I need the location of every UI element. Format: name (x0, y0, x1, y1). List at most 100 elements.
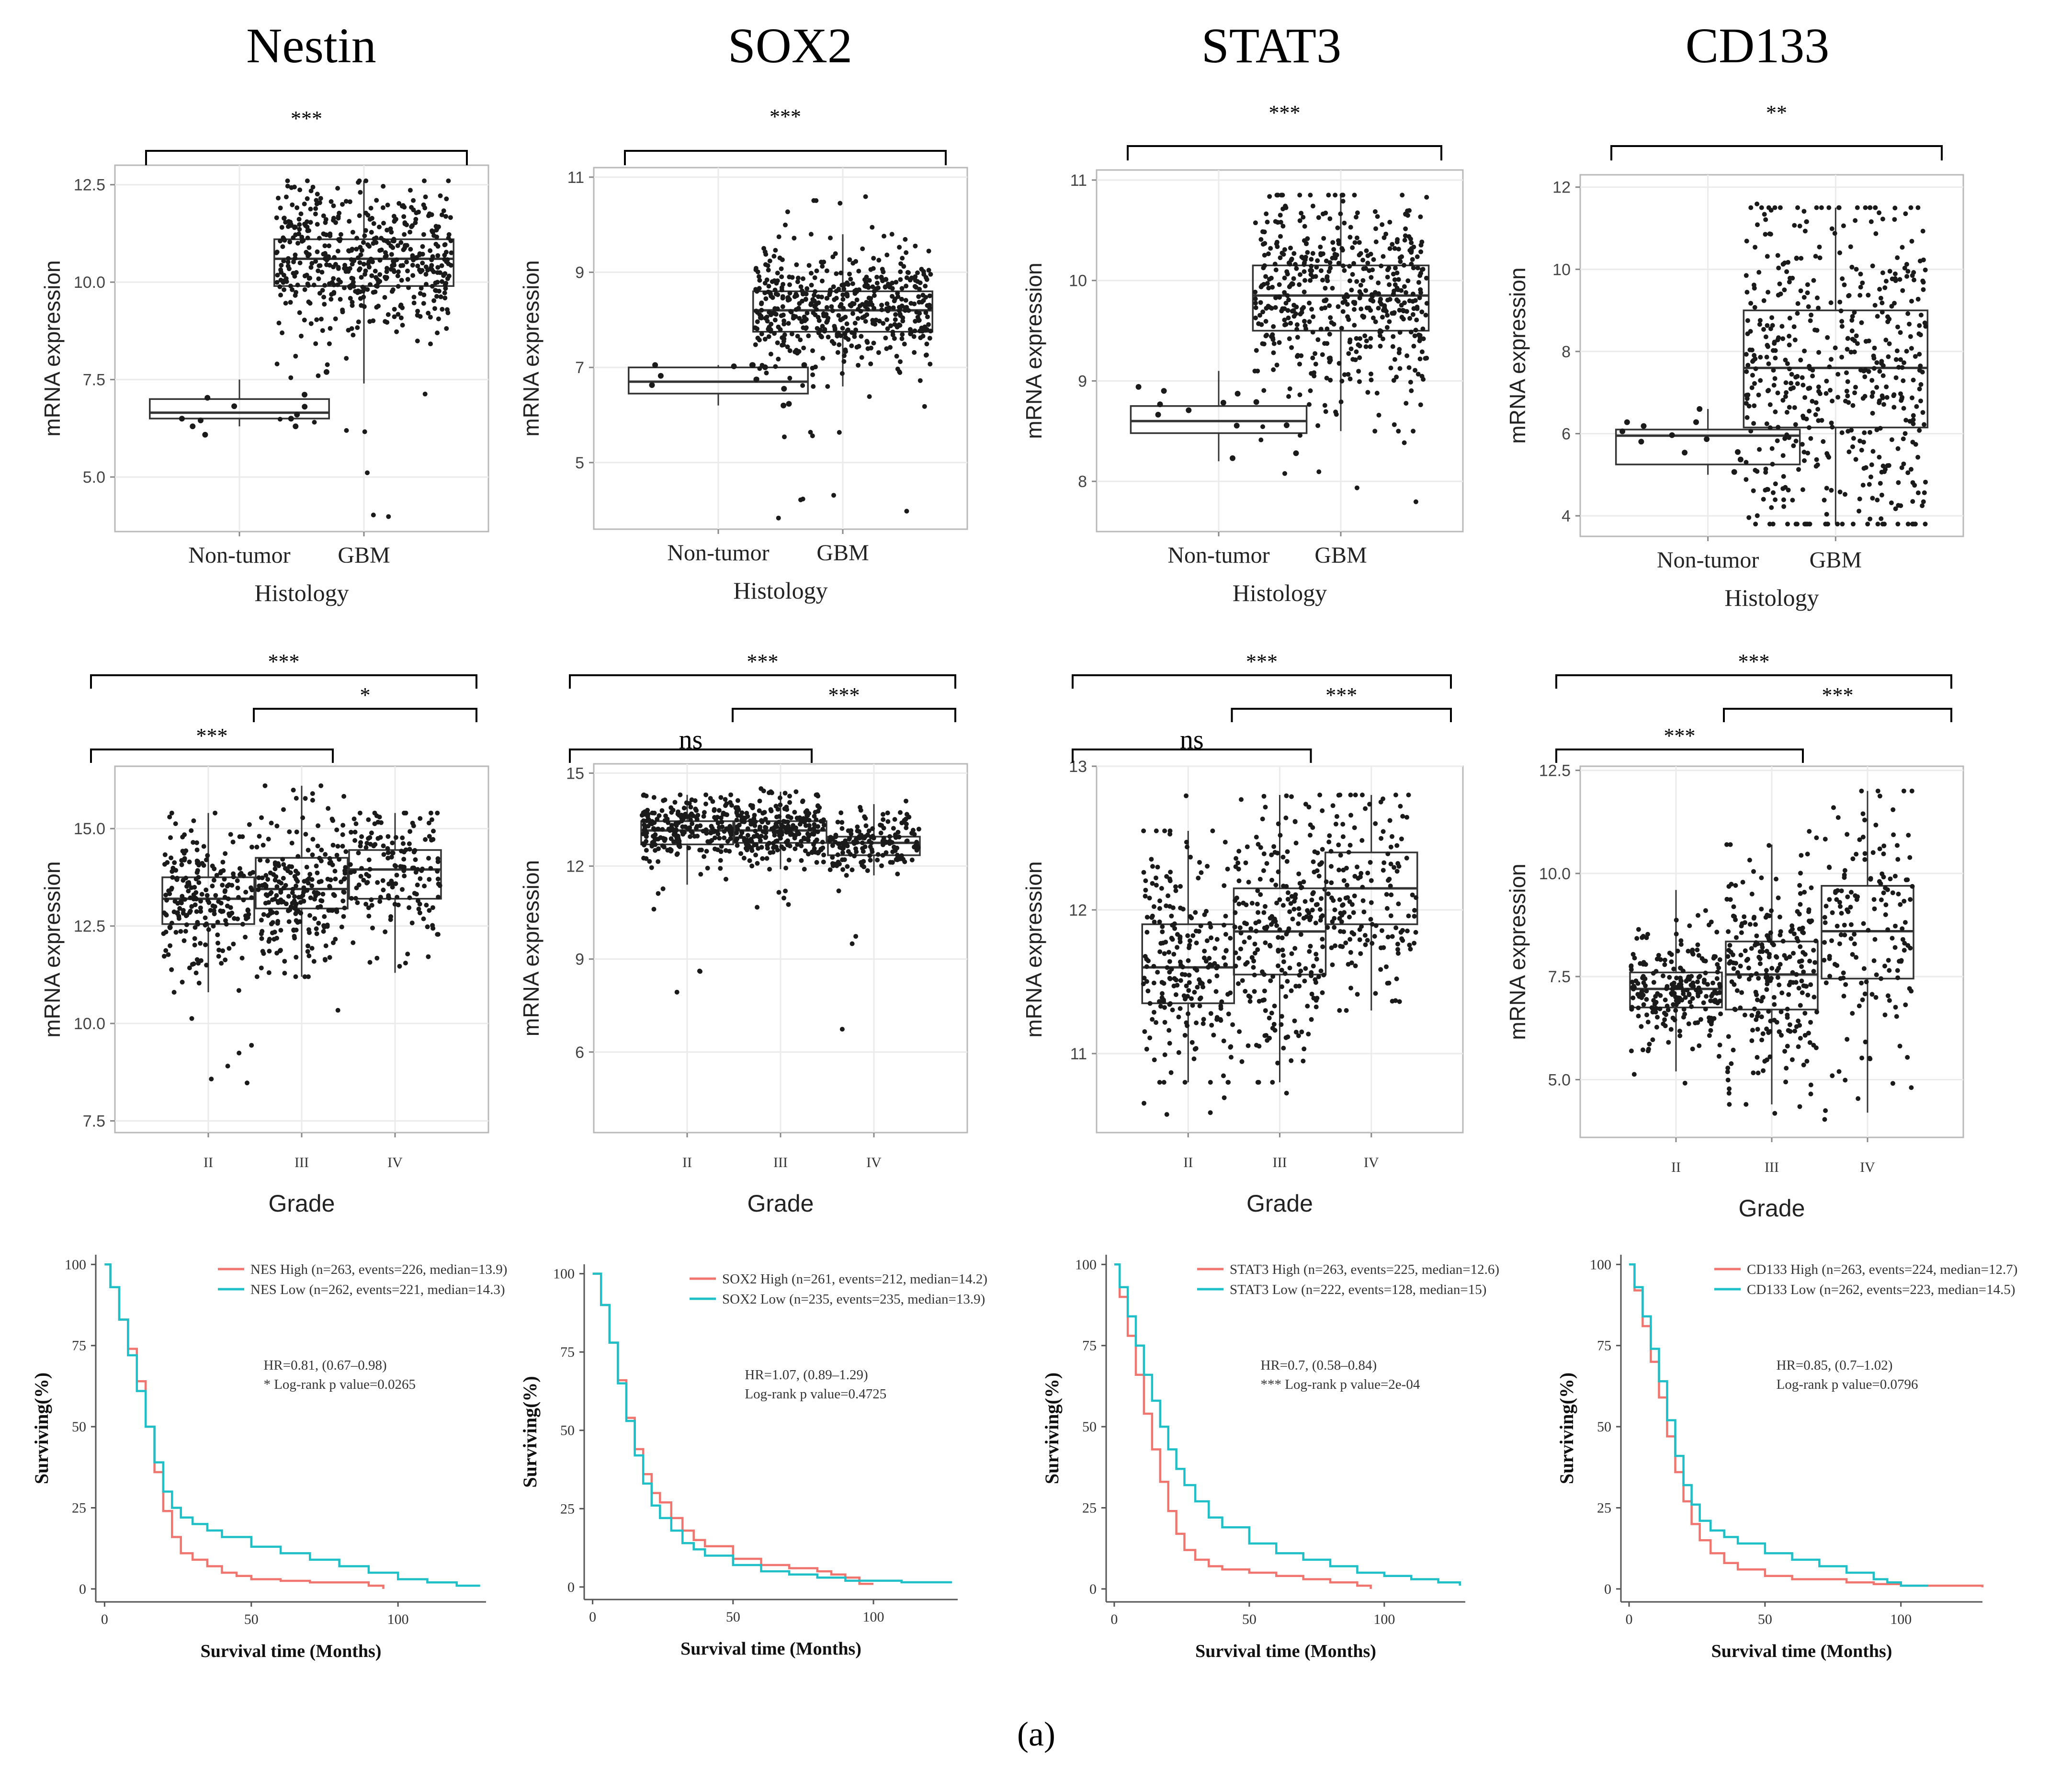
data-point (1878, 295, 1883, 301)
data-point (402, 204, 407, 210)
data-point (727, 849, 732, 854)
data-point (1267, 1015, 1272, 1021)
data-point (1813, 938, 1819, 943)
data-point (1384, 906, 1390, 911)
data-point (1887, 341, 1892, 346)
data-point (1292, 896, 1298, 901)
data-point (820, 845, 826, 851)
data-point (1771, 490, 1776, 495)
data-point (439, 212, 444, 217)
data-point (1902, 265, 1907, 271)
data-point (1269, 877, 1274, 883)
data-point (918, 335, 923, 340)
data-point (1663, 998, 1668, 1002)
data-point (333, 261, 338, 267)
data-point (1327, 303, 1332, 308)
data-point (421, 916, 426, 921)
data-point (1302, 318, 1307, 324)
data-point (206, 900, 212, 905)
data-point (654, 837, 659, 842)
data-point (191, 961, 196, 966)
data-point (1336, 867, 1342, 873)
data-point (1263, 333, 1268, 339)
data-point (1390, 311, 1395, 316)
data-point (1742, 1012, 1747, 1018)
data-point (1164, 903, 1169, 908)
data-point (1756, 954, 1762, 960)
data-point (1837, 900, 1842, 905)
data-point (415, 882, 420, 887)
data-point (280, 857, 285, 862)
data-point (767, 258, 772, 263)
data-point (655, 817, 660, 822)
data-point (314, 317, 319, 322)
data-point (334, 907, 339, 912)
data-point (1308, 278, 1313, 283)
data-point (327, 856, 332, 861)
data-point (1886, 958, 1891, 963)
data-point (1687, 923, 1692, 929)
data-point (435, 856, 441, 861)
data-point (885, 810, 890, 816)
data-point (306, 974, 311, 979)
data-point (1185, 844, 1189, 850)
data-point (293, 225, 298, 230)
data-point (1837, 941, 1842, 946)
data-point (849, 867, 855, 873)
data-point (1757, 949, 1763, 954)
data-point (199, 892, 204, 897)
data-point (914, 848, 919, 853)
data-point (1777, 1029, 1782, 1034)
data-point (1766, 344, 1770, 349)
data-point (665, 848, 670, 853)
data-point (1799, 853, 1804, 858)
bracket (145, 150, 468, 165)
data-point (1297, 984, 1302, 989)
data-point (1678, 976, 1683, 981)
data-point (785, 295, 791, 300)
data-point (282, 959, 287, 964)
data-point (792, 836, 797, 840)
data-point (1404, 815, 1409, 820)
data-point (897, 245, 902, 250)
data-point (1333, 255, 1338, 261)
data-point (1258, 845, 1263, 850)
data-point (1316, 469, 1322, 475)
data-point (1900, 245, 1905, 250)
data-point (1917, 368, 1922, 373)
data-point (1893, 375, 1899, 380)
data-point (872, 289, 877, 294)
data-point (1208, 1110, 1213, 1115)
data-point (1332, 251, 1337, 257)
data-point (925, 314, 930, 319)
data-point (225, 903, 230, 908)
data-point (1144, 979, 1149, 984)
data-point (1798, 902, 1803, 907)
data-point (366, 913, 372, 919)
data-point (1857, 509, 1862, 514)
data-point (1381, 868, 1386, 873)
data-point (448, 215, 453, 220)
data-point (1175, 932, 1180, 937)
data-point (1369, 377, 1374, 383)
data-point (1370, 267, 1375, 272)
data-point (806, 851, 811, 857)
data-point (1900, 365, 1905, 370)
data-point (758, 838, 763, 843)
data-point (1764, 421, 1769, 426)
data-point (1792, 1029, 1798, 1033)
data-points (639, 792, 734, 995)
data-point (1289, 988, 1294, 993)
data-point (1875, 498, 1880, 503)
box-ii (161, 810, 256, 1086)
data-point (218, 900, 224, 906)
data-point (1798, 1036, 1803, 1041)
data-point (1342, 268, 1347, 273)
data-point (709, 824, 714, 829)
data-point (1916, 331, 1922, 336)
data-point (844, 280, 849, 285)
data-point (1264, 211, 1269, 216)
data-point (1879, 516, 1884, 522)
data-point (420, 261, 425, 266)
y-tick-label: 10.0 (74, 1015, 105, 1033)
